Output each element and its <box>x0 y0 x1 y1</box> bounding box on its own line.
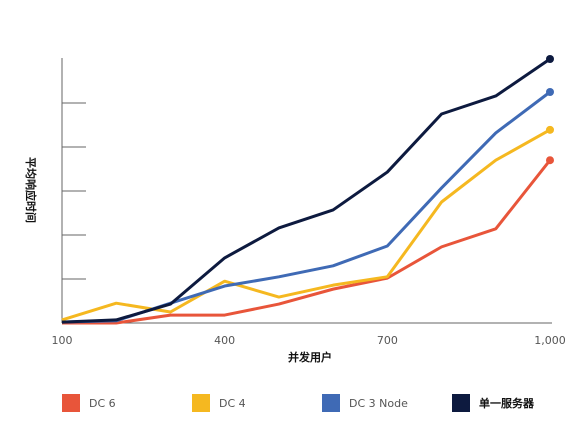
legend-label: DC 3 Node <box>349 397 408 410</box>
y-axis-label: 平均响应时间 <box>24 157 38 223</box>
x-tick-label: 100 <box>52 334 73 347</box>
x-axis-label: 并发用户 <box>288 350 332 364</box>
legend-label: 单一服务器 <box>479 396 535 410</box>
legend-swatch <box>322 394 340 412</box>
end-point <box>546 125 554 134</box>
series-line <box>62 159 552 325</box>
end-point <box>546 88 554 96</box>
x-tick-label: 700 <box>377 334 398 347</box>
x-tick-label: 400 <box>214 334 235 347</box>
end-point <box>546 156 554 165</box>
series-line <box>61 128 551 322</box>
x-tick-label: 1,000 <box>534 334 566 347</box>
legend-label: DC 4 <box>219 397 246 410</box>
legend-swatch <box>452 394 470 412</box>
legend-swatch <box>62 394 80 412</box>
series-line <box>61 90 551 324</box>
series-line <box>61 57 551 324</box>
legend-label: DC 6 <box>89 397 116 410</box>
legend-swatch <box>192 394 210 412</box>
end-point <box>546 55 554 63</box>
